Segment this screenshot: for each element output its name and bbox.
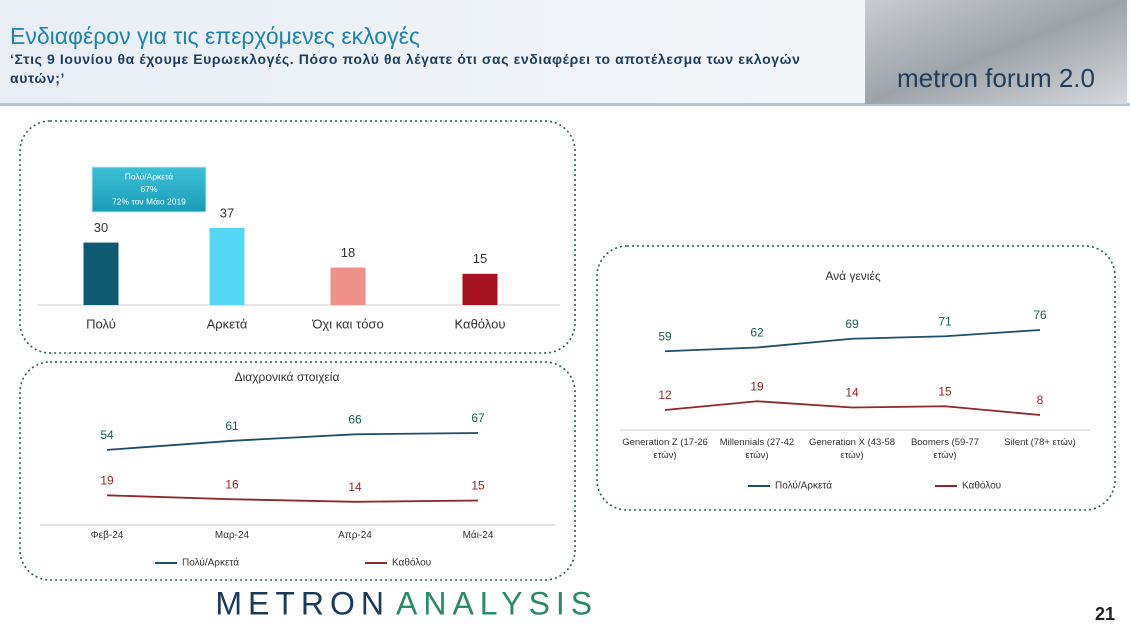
panel (596, 245, 1116, 511)
chart-title: Διαχρονικά στοιχεία (235, 370, 340, 384)
x-tick-label: Μάι-24 (463, 529, 494, 541)
value-label: 19 (750, 379, 764, 393)
value-label: 30 (94, 220, 108, 235)
page-number: 21 (1095, 604, 1115, 624)
value-label: 54 (100, 428, 114, 442)
x-tick-label: Απρ-24 (338, 530, 372, 541)
value-label: 15 (471, 479, 485, 493)
brand-right: ANALYSIS (396, 585, 598, 621)
subtitle: ‘Στις 9 Ιουνίου θα έχουμε Ευρωεκλογές. Π… (10, 51, 801, 86)
title: Ενδιαφέρον για τις επερχόμενες εκλογές (10, 23, 420, 49)
x-tick-label: Πολύ (86, 316, 116, 331)
value-label: 12 (658, 388, 672, 402)
chart-title: Ανά γενιές (825, 269, 880, 283)
bar (462, 273, 498, 305)
value-label: 14 (348, 480, 362, 494)
legend-label: Πολύ/Αρκετά (775, 480, 832, 492)
value-label: 66 (348, 412, 362, 426)
value-label: 15 (473, 251, 487, 266)
value-label: 76 (1033, 308, 1047, 322)
value-label: 19 (100, 474, 114, 488)
annotation-text: 67% (140, 184, 157, 194)
x-tick-label: Αρκετά (207, 316, 248, 331)
line (664, 400, 1041, 416)
panel (19, 361, 576, 581)
bar (209, 228, 245, 305)
brand-left: METRON (215, 585, 390, 621)
x-tick-label: Millennials (27-42 ετών) (720, 437, 794, 461)
line (664, 329, 1041, 353)
value-label: 18 (341, 245, 355, 260)
value-label: 69 (845, 317, 859, 331)
x-tick-label: Generation Z (17-26 ετών) (622, 437, 708, 461)
value-label: 59 (658, 329, 672, 343)
header-rule (0, 103, 1130, 106)
annotation-text: Πολύ/Αρκετά (125, 171, 174, 181)
logo-text: metron forum 2.0 (897, 63, 1095, 93)
x-tick-label: Generation X (43-58 ετών) (809, 437, 895, 461)
value-label: 8 (1037, 393, 1044, 407)
x-tick-label: Φεβ-24 (91, 530, 124, 541)
legend-label: Καθόλου (962, 480, 1001, 492)
x-tick-label: Όχι και τόσο (311, 316, 383, 331)
value-label: 14 (845, 386, 859, 400)
value-label: 37 (220, 205, 234, 220)
bar (83, 242, 119, 305)
legend-label: Καθόλου (392, 557, 431, 569)
legend-label: Πολύ/Αρκετά (182, 557, 239, 569)
x-tick-label: Silent (78+ ετών) (1004, 437, 1076, 448)
value-label: 61 (225, 419, 239, 433)
value-label: 15 (938, 384, 952, 398)
bar (330, 267, 366, 305)
x-tick-label: Καθόλου (455, 316, 506, 331)
annotation-text: 72% τον Μάιο 2019 (112, 196, 186, 206)
value-label: 67 (471, 411, 485, 425)
subtitle-box: ‘Στις 9 Ιουνίου θα έχουμε Ευρωεκλογές. Π… (10, 51, 801, 86)
line (106, 432, 479, 451)
value-label: 16 (225, 477, 239, 491)
value-label: 62 (750, 326, 764, 340)
value-label: 71 (938, 314, 952, 328)
line (106, 494, 479, 503)
annotation-box (91, 166, 207, 213)
x-tick-label: Μαρ-24 (215, 530, 250, 541)
x-tick-label: Boomers (59-77 ετών) (911, 437, 979, 461)
logo-image (865, 0, 1127, 104)
